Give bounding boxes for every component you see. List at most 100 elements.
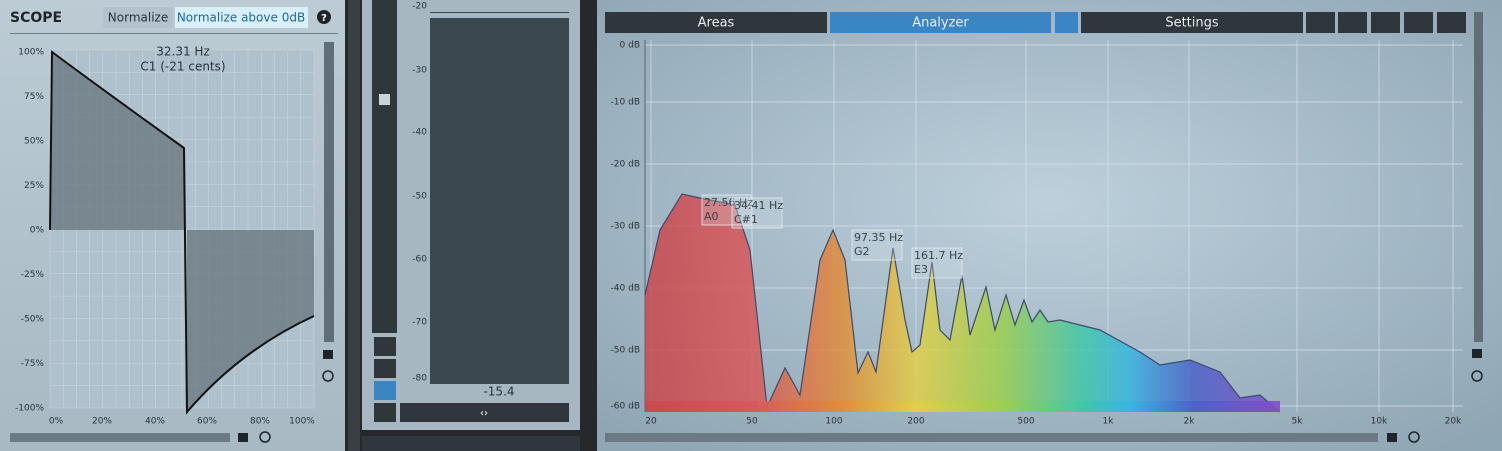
meter-scale-label: -80 [412,374,427,384]
x-axis-label: 80% [250,417,270,427]
freq-label: 100 [825,417,842,427]
divider [10,33,338,34]
peak-frequency: 97.35 Hz [854,231,903,244]
meter-scale-label: -60 [412,255,427,265]
y-axis-label: 100% [18,48,44,58]
y-axis-label: -75% [21,359,45,369]
zoom-icon[interactable] [1471,370,1483,382]
freq-label: 5k [1292,417,1304,427]
x-axis-label: 20% [92,417,112,427]
peak-note: E3 [914,263,928,276]
pitch-readout: 32.31 Hz [156,45,210,59]
toolbar-icons [1306,12,1466,33]
help-label: ? [321,13,327,24]
db-label: -40 dB [611,284,640,294]
tab-label: Areas [698,16,735,31]
peak-box [851,229,903,261]
x-axis-label: 0% [49,417,64,427]
separator [348,0,360,451]
peak-frequency: 34.41 Hz [734,199,783,212]
y-axis-label: -25% [21,270,45,280]
normalize-label: Normalize [108,11,168,25]
x-axis-label: 40% [145,417,165,427]
reset-button[interactable] [1371,12,1400,33]
y-axis-label: 0% [30,226,45,236]
y-axis-label: 25% [24,181,44,191]
pause-button[interactable] [374,337,396,356]
meter-scale-label: -50 [412,192,427,202]
peak-note: A0 [704,210,719,223]
scope-plot: 100% 75% 50% 25% 0% -25% -50% -75% -100% 0% 20% 40%… [15,45,315,427]
freq-label: 10k [1371,417,1388,427]
db-label: -60 dB [611,402,640,412]
meter-scale-label: -40 [412,128,427,138]
tab[interactable] [605,12,827,33]
color-strip [645,401,1280,412]
peak-box [701,194,753,226]
scope-title: SCOPE [10,10,62,26]
freq-label: 50 [746,417,758,427]
help-button[interactable] [317,10,331,24]
meter-scale-label: -30 [412,66,427,76]
lock-icon[interactable] [1472,349,1482,358]
y-axis-label: 75% [24,92,44,102]
db-label: 0 dB [620,41,640,51]
lock-icon[interactable] [1387,433,1397,442]
undo-button[interactable] [1404,12,1433,33]
db-label: -30 dB [611,222,640,232]
negative-area [187,230,314,412]
sync-button[interactable] [1338,12,1367,33]
scrollbar[interactable] [324,42,334,342]
pause-button[interactable] [1306,12,1335,33]
y-axis-label: 50% [24,137,44,147]
palette-button[interactable] [1055,12,1078,33]
peak-frequency: 27.56 Hz [704,196,753,209]
zoom-icon[interactable] [259,431,271,443]
zoom-icon[interactable] [322,370,334,382]
tab-bar: Areas Analyzer Settings [605,12,1303,33]
help-button[interactable] [374,403,396,422]
expand-button[interactable] [400,403,569,422]
power-button[interactable] [374,381,396,400]
x-axis-label: 60% [197,417,217,427]
tab-label: Settings [1165,16,1219,31]
peak-note: C#1 [734,213,758,226]
scrollbar[interactable] [1474,12,1483,342]
normalize-above-button[interactable] [175,7,308,28]
lock-icon[interactable] [238,433,248,442]
x-axis-label: 100% [289,417,315,427]
peak-frequency: 161.7 Hz [914,249,963,262]
meter-scale-label: -70 [412,318,427,328]
y-axis-label: -100% [15,404,44,414]
meter-scale-label: -20 [412,2,427,12]
tab[interactable] [830,12,1051,33]
spectrum-fill [645,194,1280,412]
lock-icon[interactable] [323,350,333,359]
freq-label: 2k [1184,417,1196,427]
db-label: -20 dB [611,160,640,170]
pitch-readout: C1 (-21 cents) [140,60,225,74]
side-icon[interactable] [379,94,390,105]
freq-label: 20k [1445,417,1462,427]
normalize-button[interactable] [103,7,173,28]
freq-label: 20 [645,417,657,427]
meter-value: -15.4 [483,385,514,399]
freq-label: 200 [907,417,924,427]
meter-bar [430,18,569,384]
zoom-icon[interactable] [1408,431,1420,443]
spectrum-plot: 0 dB -10 dB -20 dB -30 dB -40 dB -50 dB -60 dB… [611,40,1463,427]
h-scrollbar[interactable] [605,433,1378,442]
meter-scale: -20 -30 -40 -50 -60 -70 -80 [412,2,427,384]
meter-peak [430,12,569,13]
peak-box [911,247,963,279]
collapse-bar[interactable] [362,436,580,451]
freq-label: 500 [1017,417,1034,427]
h-scrollbar[interactable] [10,433,230,442]
freeze-button[interactable] [374,359,396,378]
export-button[interactable] [1437,12,1466,33]
tab-label: Analyzer [912,16,969,31]
expand-icon: ‹› [480,408,488,419]
tab[interactable] [1081,12,1303,33]
normalize-above-label: Normalize above 0dB [177,11,305,25]
